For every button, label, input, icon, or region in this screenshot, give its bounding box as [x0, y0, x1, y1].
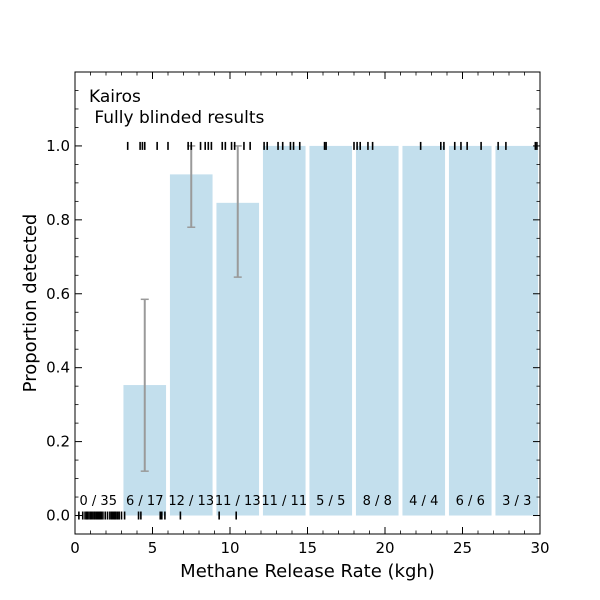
bar-4: [262, 145, 306, 516]
x-tick-label-1: 5: [148, 539, 158, 557]
bar-2: [169, 174, 213, 516]
count-label-3: 11 / 13: [215, 494, 261, 509]
x-axis-label: Methane Release Rate (kgh): [180, 561, 435, 582]
x-tick-label-3: 15: [298, 539, 317, 557]
count-label-4: 11 / 11: [261, 494, 307, 509]
count-label-7: 4 / 4: [409, 494, 438, 509]
count-label-8: 6 / 6: [456, 494, 485, 509]
error-bars-layer: [140, 145, 242, 472]
y-tick-label-4: 0.8: [46, 211, 70, 229]
y-tick-label-2: 0.4: [46, 359, 70, 377]
y-tick-label-3: 0.6: [46, 285, 70, 303]
count-label-9: 3 / 3: [502, 494, 531, 509]
count-label-1: 6 / 17: [126, 494, 163, 509]
x-tick-label-5: 25: [453, 539, 472, 557]
count-label-5: 5 / 5: [316, 494, 345, 509]
chart-title-line1: Kairos: [89, 87, 141, 107]
y-axis-label: Proportion detected: [20, 214, 41, 393]
x-tick-label-0: 0: [70, 539, 80, 557]
bars-layer: [123, 145, 539, 516]
ticks-layer: 0 5 10 15 20 25 30 0.0 0.2 0.4 0.6 0.8 1.0: [46, 72, 550, 557]
count-label-6: 8 / 8: [363, 494, 392, 509]
bar-7: [402, 145, 446, 516]
rug-layer: [78, 141, 538, 520]
chart-title-line2: Fully blinded results: [89, 108, 264, 128]
y-tick-label-5: 1.0: [46, 137, 70, 155]
bar-5: [309, 145, 353, 516]
y-tick-label-1: 0.2: [46, 433, 70, 451]
x-tick-label-2: 10: [220, 539, 239, 557]
bar-6: [355, 145, 399, 516]
x-tick-label-4: 20: [375, 539, 394, 557]
count-label-2: 12 / 13: [168, 494, 214, 509]
y-tick-label-0: 0.0: [46, 507, 70, 525]
x-tick-label-6: 30: [530, 539, 549, 557]
bar-8: [448, 145, 492, 516]
bar-9: [495, 145, 539, 516]
count-labels-layer: 0 / 35 6 / 17 12 / 13 11 / 13 11 / 11 5 / 5 8 …: [80, 494, 532, 509]
count-label-0: 0 / 35: [80, 494, 117, 509]
